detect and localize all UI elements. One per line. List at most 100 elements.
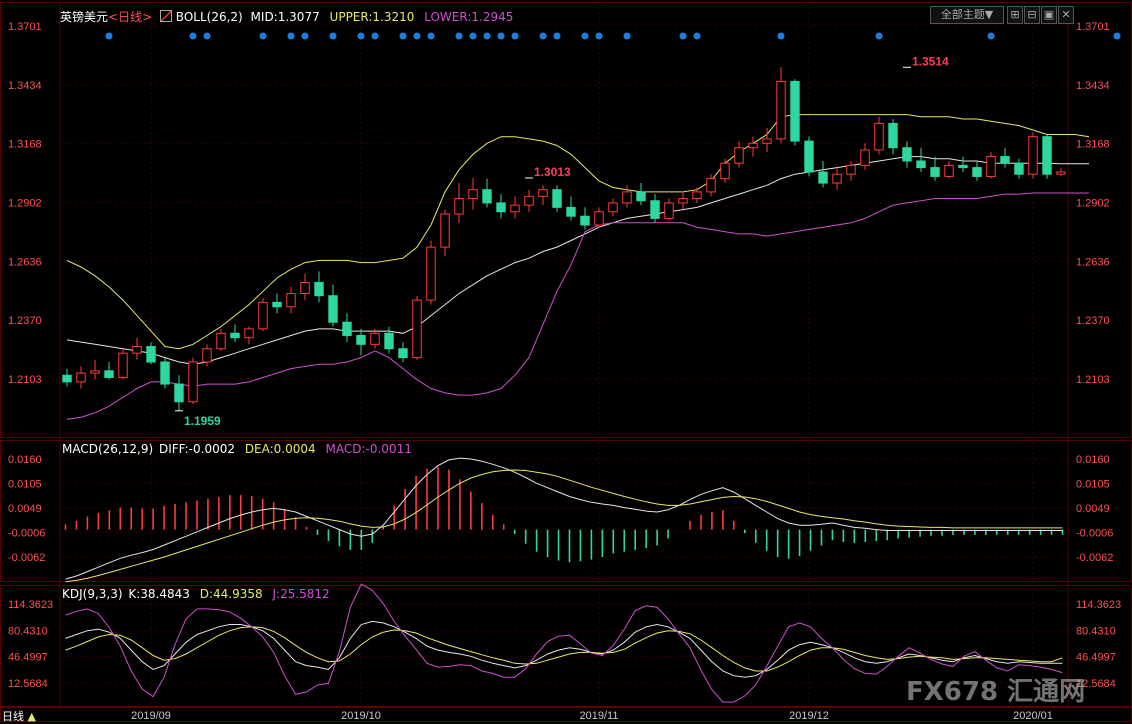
macd-tick-left: 0.0105 xyxy=(8,478,42,490)
candle-body xyxy=(1043,137,1051,175)
candle-body xyxy=(231,333,239,337)
candle-body xyxy=(525,196,533,205)
candle-body xyxy=(847,165,855,174)
boll-mid: MID:1.3077 xyxy=(251,10,320,24)
candle-body xyxy=(819,172,827,183)
signal-dot xyxy=(876,33,883,40)
candle-body xyxy=(889,123,897,147)
grid-icon[interactable]: ⊞ xyxy=(1007,6,1023,24)
boll-upper: UPPER:1.3210 xyxy=(330,10,415,24)
candle-body xyxy=(637,192,645,201)
macd-tick-left: -0.0062 xyxy=(8,552,45,564)
price-tick-right: 1.2370 xyxy=(1076,315,1110,327)
candle-body xyxy=(91,371,99,373)
candle-body xyxy=(315,282,323,295)
period-label[interactable]: <日线> xyxy=(108,10,152,24)
kdj-k: K:38.4843 xyxy=(128,587,190,601)
candle-body xyxy=(623,192,631,203)
signal-dot xyxy=(106,33,113,40)
candle-body xyxy=(707,179,715,192)
annotation-label: 1.1959 xyxy=(184,414,221,428)
signal-dot xyxy=(512,33,519,40)
macd-tick-right: 0.0049 xyxy=(1076,503,1110,515)
candle-body xyxy=(343,322,351,335)
candle-body xyxy=(945,165,953,176)
signal-dot xyxy=(358,33,365,40)
instrument-title[interactable]: 英镑美元 xyxy=(60,10,108,24)
candle-body xyxy=(791,81,799,141)
signal-dot xyxy=(456,33,463,40)
candle-body xyxy=(63,375,71,382)
signal-dot xyxy=(484,33,491,40)
window-icon[interactable]: ▣ xyxy=(1041,6,1057,24)
signal-dot xyxy=(204,33,211,40)
candle-body xyxy=(105,371,113,378)
boll-icon[interactable] xyxy=(160,10,172,22)
candle-body xyxy=(651,201,659,219)
candle-body xyxy=(329,296,337,323)
kdj-tick-right: 46.4997 xyxy=(1076,652,1116,664)
price-tick-left: 1.3701 xyxy=(8,21,42,33)
candle-body xyxy=(903,148,911,161)
candle-body xyxy=(735,148,743,163)
price-tick-right: 1.3434 xyxy=(1076,80,1110,92)
price-header: 英镑美元<日线> BOLL(26,2) MID:1.3077 UPPER:1.3… xyxy=(60,8,513,25)
candle-body xyxy=(679,199,687,203)
tab-arrow-icon[interactable]: ▲ xyxy=(28,710,36,723)
macd-label: MACD(26,12,9) xyxy=(62,442,153,456)
x-tick-label: 2019/09 xyxy=(131,710,171,722)
signal-dot xyxy=(400,33,407,40)
watermark: FX678 汇通网 xyxy=(906,671,1085,708)
x-tick-label: 2020/01 xyxy=(1013,710,1053,722)
candle-body xyxy=(119,353,127,377)
kdj-tick-right: 114.3623 xyxy=(1076,599,1121,611)
price-tick-left: 1.3168 xyxy=(8,139,42,151)
signal-dot xyxy=(302,33,309,40)
signal-dot xyxy=(190,33,197,40)
kdj-tick-left: 114.3623 xyxy=(8,599,53,611)
candle-body xyxy=(301,282,309,293)
signal-dot xyxy=(372,33,379,40)
candle-body xyxy=(133,347,141,354)
kdj-tick-left: 46.4997 xyxy=(8,652,48,664)
candle-body xyxy=(427,247,435,300)
candle-body xyxy=(875,123,883,150)
price-tick-right: 1.3701 xyxy=(1076,21,1110,33)
signal-dot xyxy=(582,33,589,40)
candle-body xyxy=(469,190,477,199)
macd-tick-right: 0.0160 xyxy=(1076,454,1110,466)
x-tick-label: 2019/11 xyxy=(580,710,619,722)
price-tick-right: 1.3168 xyxy=(1076,139,1110,151)
signal-dot xyxy=(624,33,631,40)
close-icon[interactable]: ✕ xyxy=(1058,6,1074,24)
macd-tick-right: -0.0006 xyxy=(1076,527,1113,539)
layout-icon[interactable]: ⊟ xyxy=(1024,6,1040,24)
price-tick-left: 1.3434 xyxy=(8,80,42,92)
candle-body xyxy=(931,168,939,177)
candle-body xyxy=(371,333,379,344)
candle-body xyxy=(861,150,869,165)
candle-body xyxy=(385,333,393,348)
candle-body xyxy=(357,335,365,344)
candle-body xyxy=(749,143,757,147)
candle-body xyxy=(203,349,211,362)
period-tab-label[interactable]: 日线 xyxy=(2,710,24,723)
price-tick-left: 1.2636 xyxy=(8,256,42,268)
signal-dot xyxy=(260,33,267,40)
candle-body xyxy=(833,174,841,183)
x-tick-label: 2019/12 xyxy=(789,710,829,722)
candle-body xyxy=(399,349,407,358)
kdj-tick-left: 12.5684 xyxy=(8,678,48,690)
candle-body xyxy=(721,163,729,178)
signal-dot xyxy=(694,33,701,40)
signal-dot xyxy=(596,33,603,40)
theme-dropdown[interactable]: 全部主题▼ xyxy=(930,6,1004,24)
macd-tick-left: 0.0049 xyxy=(8,503,42,515)
candle-body xyxy=(1015,163,1023,174)
signal-dot xyxy=(988,33,995,40)
boll-lower: LOWER:1.2945 xyxy=(424,10,513,24)
candle-body xyxy=(609,203,617,212)
candle-body xyxy=(553,190,561,208)
candle-body xyxy=(763,139,771,143)
signal-dot xyxy=(540,33,547,40)
